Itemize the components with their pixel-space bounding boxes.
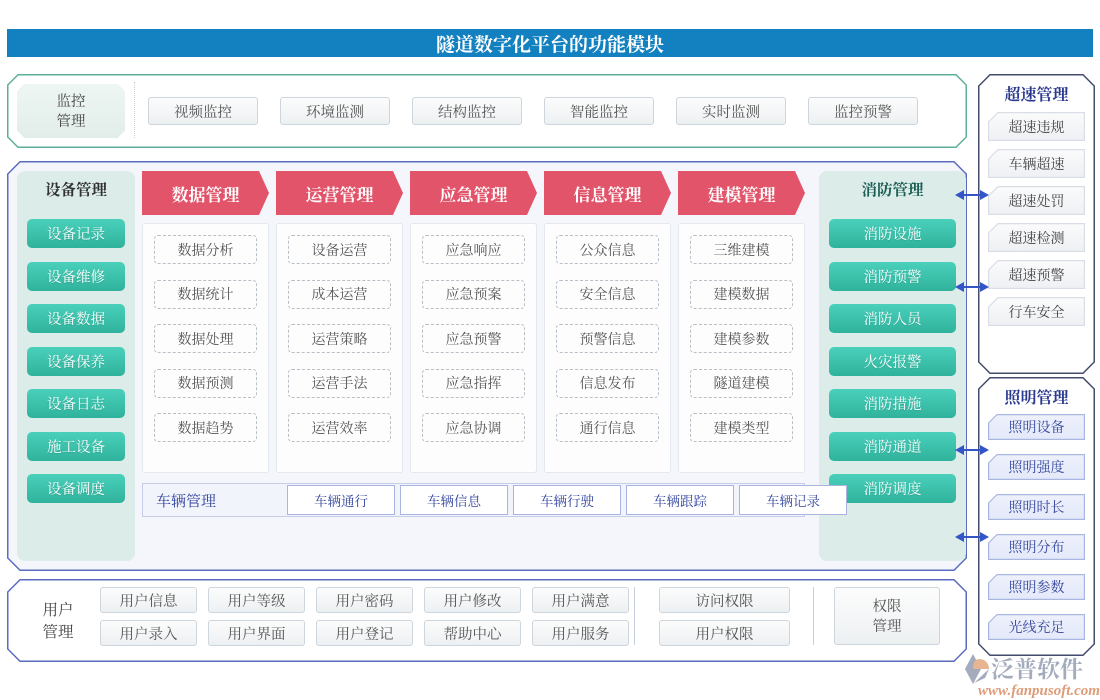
svg-text:泛普软件: 泛普软件 <box>991 652 1083 684</box>
